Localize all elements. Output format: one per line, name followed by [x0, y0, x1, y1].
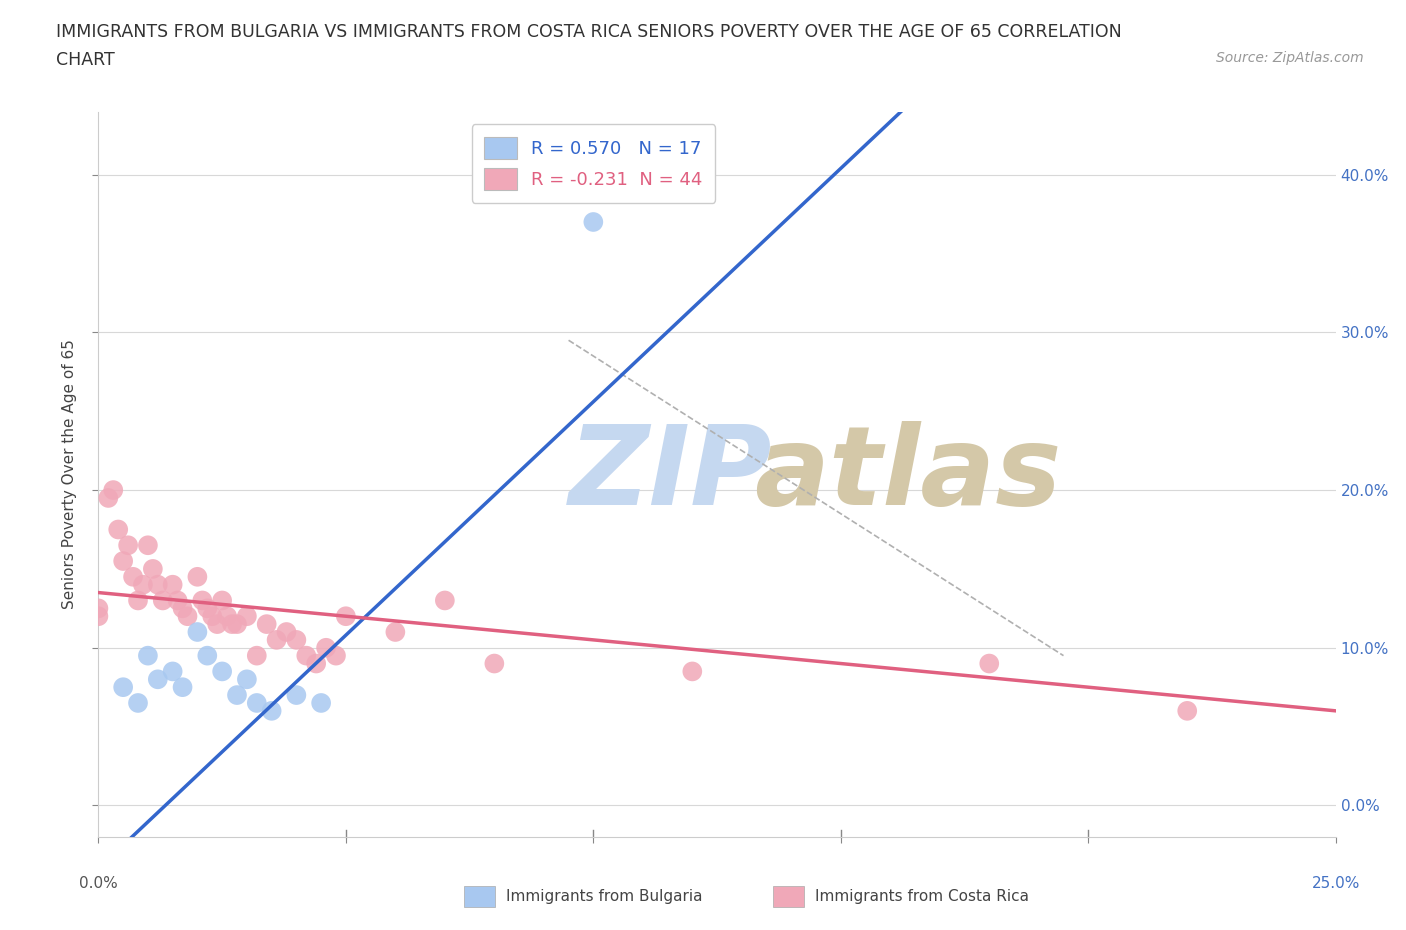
Point: [221, 617, 243, 631]
Point: [285, 687, 308, 702]
Legend: R = 0.570   N = 17, R = -0.231  N = 44: R = 0.570 N = 17, R = -0.231 N = 44: [471, 125, 716, 203]
Text: ZIP: ZIP: [568, 420, 772, 528]
Point: [97, 490, 120, 505]
Text: Immigrants from Bulgaria: Immigrants from Bulgaria: [506, 889, 703, 904]
Point: [315, 641, 337, 656]
Point: [236, 671, 259, 686]
Point: [127, 593, 149, 608]
Point: [172, 680, 194, 695]
Point: [103, 483, 125, 498]
Point: [162, 578, 184, 592]
Point: [325, 648, 347, 663]
Point: [87, 609, 110, 624]
Point: [112, 553, 135, 568]
Point: [166, 593, 188, 608]
Point: [87, 601, 110, 616]
Text: atlas: atlas: [754, 420, 1062, 528]
Point: [195, 648, 218, 663]
Point: [631, 175, 654, 190]
Point: [260, 703, 283, 718]
Point: [146, 671, 169, 686]
Point: [195, 601, 218, 616]
Point: [136, 538, 159, 552]
Point: [484, 656, 506, 671]
Point: [205, 617, 228, 631]
Point: [236, 609, 259, 624]
Point: [136, 648, 159, 663]
Point: [681, 664, 703, 679]
Point: [186, 625, 208, 640]
Point: [107, 522, 129, 537]
Point: [295, 648, 318, 663]
Point: [246, 648, 269, 663]
Point: [211, 593, 233, 608]
Point: [305, 656, 328, 671]
Text: Immigrants from Costa Rica: Immigrants from Costa Rica: [815, 889, 1029, 904]
Point: [309, 696, 332, 711]
Point: [335, 609, 357, 624]
Point: [217, 609, 239, 624]
Point: [186, 569, 208, 584]
Text: CHART: CHART: [56, 51, 115, 69]
Point: [127, 696, 149, 711]
Text: Source: ZipAtlas.com: Source: ZipAtlas.com: [1216, 51, 1364, 65]
Point: [246, 696, 269, 711]
Point: [112, 680, 135, 695]
Point: [152, 593, 174, 608]
Point: [122, 569, 145, 584]
Point: [117, 538, 139, 552]
Point: [266, 632, 288, 647]
Point: [226, 687, 249, 702]
Text: IMMIGRANTS FROM BULGARIA VS IMMIGRANTS FROM COSTA RICA SENIORS POVERTY OVER THE : IMMIGRANTS FROM BULGARIA VS IMMIGRANTS F…: [56, 23, 1122, 41]
Point: [582, 215, 605, 230]
Text: 0.0%: 0.0%: [79, 876, 118, 892]
Point: [433, 593, 456, 608]
Point: [191, 593, 214, 608]
Point: [384, 625, 406, 640]
Point: [285, 632, 308, 647]
Point: [211, 664, 233, 679]
Point: [172, 601, 194, 616]
Point: [146, 578, 169, 592]
Text: 25.0%: 25.0%: [1312, 876, 1360, 892]
Point: [132, 578, 155, 592]
Point: [142, 562, 165, 577]
Point: [256, 617, 278, 631]
Point: [1175, 703, 1198, 718]
Point: [162, 664, 184, 679]
Point: [276, 625, 298, 640]
Point: [176, 609, 198, 624]
Y-axis label: Seniors Poverty Over the Age of 65: Seniors Poverty Over the Age of 65: [62, 339, 77, 609]
Point: [979, 656, 1001, 671]
Point: [201, 609, 224, 624]
Point: [226, 617, 249, 631]
